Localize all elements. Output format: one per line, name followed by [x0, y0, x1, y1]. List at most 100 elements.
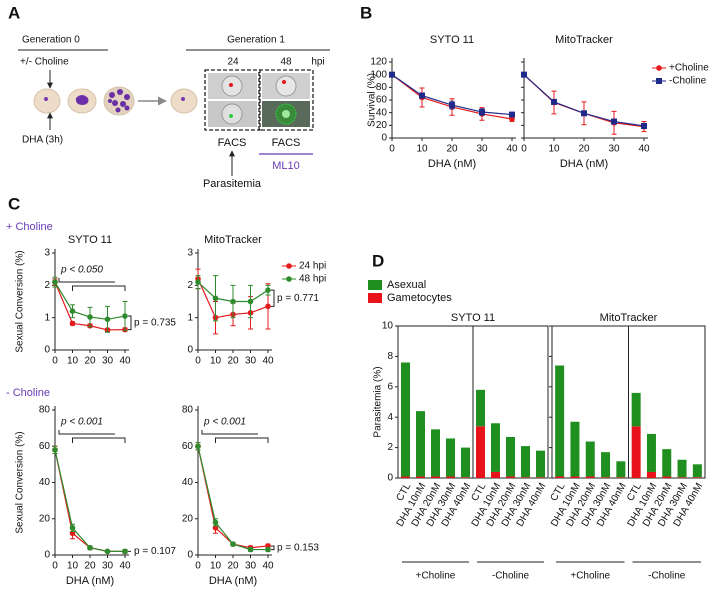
bar-segment	[431, 429, 440, 477]
marker	[122, 548, 128, 555]
chart-title: SYTO 11	[68, 234, 112, 246]
legend-marker	[656, 78, 662, 84]
method-label: FACS	[218, 137, 247, 149]
bar-segment	[431, 476, 440, 478]
y-tick-label: 20	[182, 513, 194, 524]
series-line	[54, 449, 125, 552]
marker	[265, 303, 271, 310]
panel-label: A	[8, 3, 20, 22]
panel-label: C	[8, 194, 20, 213]
y-tick-label: 2	[187, 280, 193, 291]
marker	[247, 298, 254, 305]
y-tick-label: 40	[39, 477, 51, 488]
marker	[212, 519, 219, 526]
bar-segment	[401, 362, 410, 477]
bar-segment	[416, 476, 425, 478]
marker	[69, 308, 76, 315]
marker	[521, 71, 527, 78]
bar-segment	[677, 477, 687, 478]
legend-label: 48 hpi	[299, 274, 326, 285]
marker	[247, 546, 254, 553]
bar-segment	[401, 476, 410, 478]
x-tick-label: 40	[262, 561, 274, 572]
bracket	[58, 278, 126, 291]
series-line	[197, 446, 269, 549]
marker	[195, 279, 201, 285]
legend-marker	[656, 65, 662, 71]
x-tick-label: 10	[67, 356, 79, 367]
p-value: p < 0.001	[203, 417, 246, 428]
legend-label: Gametocytes	[387, 292, 452, 304]
chart-title: MitoTracker	[204, 234, 262, 246]
bar-segment	[506, 436, 515, 477]
group-label: -Choline	[648, 571, 686, 582]
bar-segment	[601, 452, 611, 478]
marker	[104, 548, 111, 555]
bar-segment	[416, 411, 425, 477]
marker	[265, 287, 271, 293]
bracket	[271, 545, 275, 551]
y-tick-label: 80	[39, 405, 51, 416]
p-value: p < 0.050	[60, 265, 103, 276]
legend-label: -Choline	[669, 76, 707, 87]
treatment-label: DHA (3h)	[22, 135, 63, 146]
bracket	[128, 315, 132, 331]
x-tick-label: 10	[210, 356, 222, 367]
treatment-label: +/- Choline	[20, 57, 69, 68]
y-tick-label: 80	[376, 82, 388, 93]
bar-segment	[521, 446, 530, 478]
x-tick-label: 40	[638, 144, 650, 155]
y-tick-label: 0	[387, 473, 393, 484]
axis	[54, 406, 129, 556]
marker	[230, 298, 236, 305]
marker	[419, 92, 425, 99]
diagram: Generation 0 +/- Choline DHA (3h) Genera…	[18, 35, 330, 190]
marker	[212, 295, 219, 302]
panel-label: D	[372, 251, 384, 270]
group-label: +Choline	[570, 571, 610, 582]
y-tick-label: 40	[376, 107, 388, 118]
readout-label: Parasitemia	[203, 178, 262, 190]
y-tick-label: 0	[381, 133, 387, 144]
x-tick-label: 10	[67, 561, 79, 572]
x-tick-label: 30	[476, 144, 488, 155]
y-tick-label: 3	[44, 248, 50, 259]
y-tick-label: 10	[382, 321, 394, 332]
y-tick-label: 0	[44, 550, 50, 561]
y-axis-label: Sexual Conversion (%)	[15, 431, 26, 533]
marker	[195, 443, 201, 450]
time-unit: hpi	[311, 57, 324, 68]
p-value: p = 0.735	[134, 317, 176, 328]
p-value: p = 0.153	[277, 542, 319, 553]
y-tick-label: 120	[370, 57, 387, 68]
chart-title: MitoTracker	[600, 312, 658, 324]
y-tick-label: 60	[182, 441, 194, 452]
bar-segment	[616, 477, 626, 478]
axis	[197, 249, 272, 351]
x-axis-label: DHA (nM)	[428, 158, 476, 170]
marker	[265, 546, 271, 553]
bar-segment	[446, 438, 455, 477]
x-tick-label: 40	[119, 561, 131, 572]
y-tick-label: 4	[387, 412, 393, 423]
bar-segment	[677, 459, 687, 478]
section-label: - Choline	[6, 387, 50, 399]
x-tick-label: 20	[227, 356, 239, 367]
x-tick-label: 40	[262, 356, 274, 367]
x-tick-label: 30	[102, 356, 114, 367]
chart-title: SYTO 11	[430, 34, 474, 46]
y-tick-label: 20	[376, 120, 388, 131]
x-tick-label: 0	[195, 356, 201, 367]
marker	[479, 109, 485, 116]
x-axis-label: DHA (nM)	[560, 158, 608, 170]
y-axis-label: Sexual Conversion (%)	[15, 250, 26, 352]
bar-segment	[631, 426, 641, 478]
group-label: +Choline	[416, 571, 456, 582]
marker	[69, 525, 76, 531]
y-tick-label: 0	[187, 550, 193, 561]
x-tick-label: 30	[608, 144, 620, 155]
bar-segment	[646, 433, 656, 472]
x-tick-label: 0	[195, 561, 201, 572]
legend-swatch	[368, 280, 382, 290]
marker	[389, 71, 395, 78]
